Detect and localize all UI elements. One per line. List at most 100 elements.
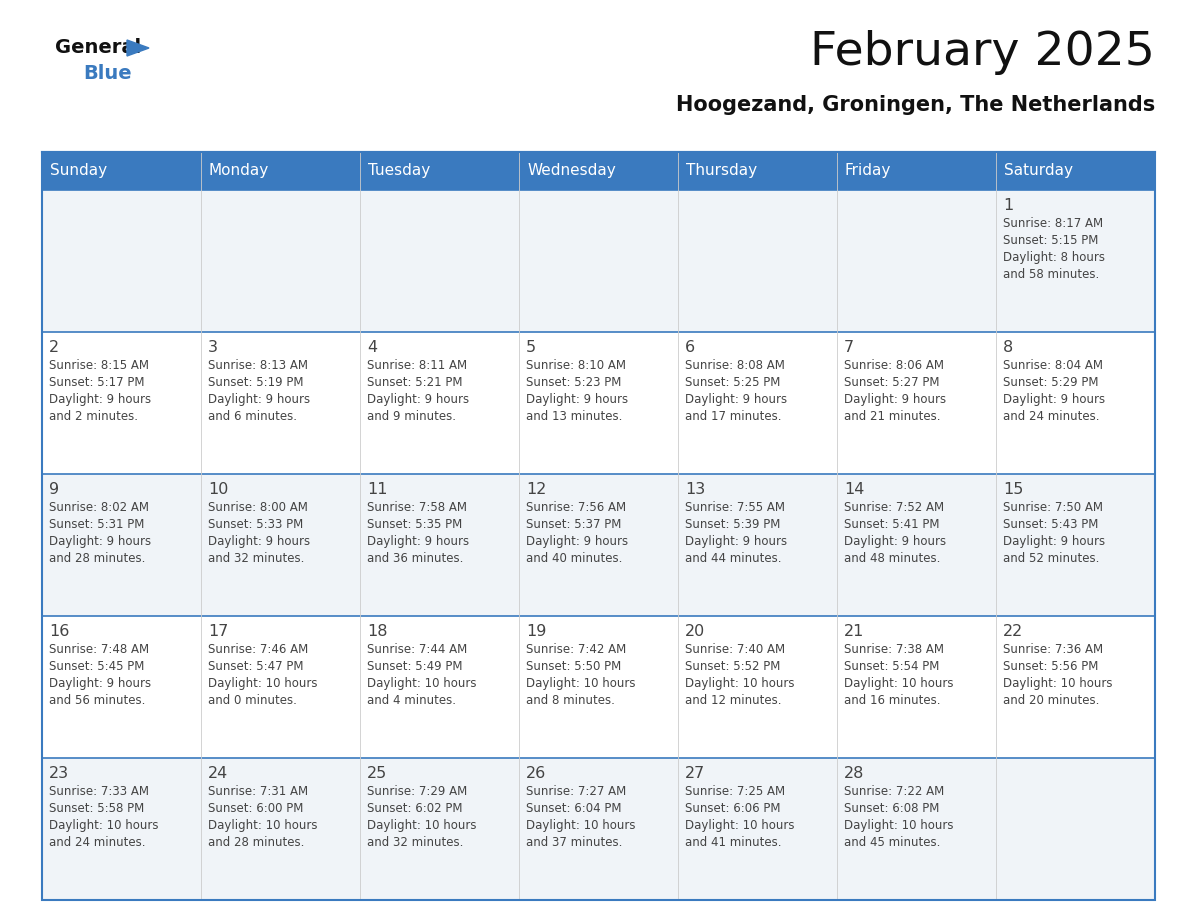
Bar: [42, 332, 201, 474]
Text: Blue: Blue: [83, 64, 132, 83]
Text: and 45 minutes.: and 45 minutes.: [843, 836, 941, 849]
Text: 12: 12: [526, 482, 546, 497]
Text: Sunset: 5:15 PM: Sunset: 5:15 PM: [1003, 234, 1099, 247]
Text: Daylight: 9 hours: Daylight: 9 hours: [208, 535, 310, 548]
Text: 11: 11: [367, 482, 387, 497]
Text: 27: 27: [685, 766, 706, 781]
Text: Daylight: 9 hours: Daylight: 9 hours: [526, 535, 628, 548]
Text: Daylight: 10 hours: Daylight: 10 hours: [1003, 677, 1112, 690]
Text: 2: 2: [49, 340, 59, 355]
Text: Daylight: 10 hours: Daylight: 10 hours: [843, 819, 954, 832]
Text: Daylight: 10 hours: Daylight: 10 hours: [208, 819, 317, 832]
Bar: [201, 758, 360, 900]
Text: Sunrise: 8:15 AM: Sunrise: 8:15 AM: [49, 359, 148, 372]
Text: Sunrise: 7:42 AM: Sunrise: 7:42 AM: [526, 643, 626, 656]
Text: Daylight: 10 hours: Daylight: 10 hours: [526, 819, 636, 832]
Text: 6: 6: [685, 340, 695, 355]
Bar: [678, 758, 838, 900]
Text: and 24 minutes.: and 24 minutes.: [49, 836, 145, 849]
Text: Sunrise: 7:27 AM: Sunrise: 7:27 AM: [526, 785, 626, 798]
Text: Sunset: 5:37 PM: Sunset: 5:37 PM: [526, 518, 621, 531]
Text: and 41 minutes.: and 41 minutes.: [685, 836, 782, 849]
Text: Sunrise: 7:25 AM: Sunrise: 7:25 AM: [685, 785, 785, 798]
Text: Sunset: 5:33 PM: Sunset: 5:33 PM: [208, 518, 303, 531]
Text: and 52 minutes.: and 52 minutes.: [1003, 552, 1099, 565]
Text: 8: 8: [1003, 340, 1013, 355]
Text: Sunset: 5:25 PM: Sunset: 5:25 PM: [685, 376, 781, 389]
Bar: [996, 332, 1155, 474]
Text: and 24 minutes.: and 24 minutes.: [1003, 410, 1100, 423]
Text: Sunrise: 7:46 AM: Sunrise: 7:46 AM: [208, 643, 308, 656]
Text: Daylight: 9 hours: Daylight: 9 hours: [685, 393, 788, 406]
Text: Sunrise: 7:40 AM: Sunrise: 7:40 AM: [685, 643, 785, 656]
Text: Sunrise: 7:36 AM: Sunrise: 7:36 AM: [1003, 643, 1104, 656]
Text: and 16 minutes.: and 16 minutes.: [843, 694, 941, 707]
Bar: [201, 190, 360, 332]
Text: Hoogezand, Groningen, The Netherlands: Hoogezand, Groningen, The Netherlands: [676, 95, 1155, 115]
Text: Daylight: 10 hours: Daylight: 10 hours: [526, 677, 636, 690]
Text: Sunrise: 7:48 AM: Sunrise: 7:48 AM: [49, 643, 150, 656]
Bar: [838, 332, 996, 474]
Text: Sunrise: 8:06 AM: Sunrise: 8:06 AM: [843, 359, 944, 372]
Text: Sunrise: 8:13 AM: Sunrise: 8:13 AM: [208, 359, 308, 372]
Text: and 28 minutes.: and 28 minutes.: [208, 836, 304, 849]
Bar: [360, 190, 519, 332]
Text: and 2 minutes.: and 2 minutes.: [49, 410, 138, 423]
Text: Daylight: 8 hours: Daylight: 8 hours: [1003, 251, 1105, 264]
Text: and 20 minutes.: and 20 minutes.: [1003, 694, 1099, 707]
Text: Sunset: 5:27 PM: Sunset: 5:27 PM: [843, 376, 940, 389]
Text: 3: 3: [208, 340, 219, 355]
Text: Wednesday: Wednesday: [527, 163, 615, 178]
Text: Sunrise: 7:44 AM: Sunrise: 7:44 AM: [367, 643, 467, 656]
Text: and 37 minutes.: and 37 minutes.: [526, 836, 623, 849]
Text: 21: 21: [843, 624, 865, 639]
Text: Sunday: Sunday: [50, 163, 107, 178]
Text: Sunset: 5:29 PM: Sunset: 5:29 PM: [1003, 376, 1099, 389]
Text: 4: 4: [367, 340, 377, 355]
Text: Sunrise: 7:58 AM: Sunrise: 7:58 AM: [367, 501, 467, 514]
Bar: [838, 758, 996, 900]
Text: Sunrise: 8:02 AM: Sunrise: 8:02 AM: [49, 501, 148, 514]
Bar: [201, 616, 360, 758]
Bar: [360, 758, 519, 900]
Text: Daylight: 9 hours: Daylight: 9 hours: [49, 677, 151, 690]
Text: and 8 minutes.: and 8 minutes.: [526, 694, 615, 707]
Bar: [519, 190, 678, 332]
Bar: [519, 332, 678, 474]
Text: and 56 minutes.: and 56 minutes.: [49, 694, 145, 707]
Text: 5: 5: [526, 340, 536, 355]
Bar: [360, 616, 519, 758]
Text: Sunrise: 8:08 AM: Sunrise: 8:08 AM: [685, 359, 785, 372]
Bar: [678, 152, 838, 190]
Text: 16: 16: [49, 624, 69, 639]
Text: Daylight: 9 hours: Daylight: 9 hours: [685, 535, 788, 548]
Text: Sunrise: 7:31 AM: Sunrise: 7:31 AM: [208, 785, 308, 798]
Bar: [519, 616, 678, 758]
Text: Daylight: 10 hours: Daylight: 10 hours: [208, 677, 317, 690]
Text: Daylight: 9 hours: Daylight: 9 hours: [208, 393, 310, 406]
Bar: [678, 190, 838, 332]
Text: February 2025: February 2025: [810, 30, 1155, 75]
Bar: [838, 152, 996, 190]
Text: and 32 minutes.: and 32 minutes.: [367, 836, 463, 849]
Text: Sunset: 6:02 PM: Sunset: 6:02 PM: [367, 802, 462, 815]
Text: Daylight: 9 hours: Daylight: 9 hours: [1003, 535, 1105, 548]
Text: 20: 20: [685, 624, 706, 639]
Text: Sunrise: 8:17 AM: Sunrise: 8:17 AM: [1003, 217, 1104, 230]
Text: 1: 1: [1003, 198, 1013, 213]
Bar: [996, 616, 1155, 758]
Text: Tuesday: Tuesday: [368, 163, 430, 178]
Text: 19: 19: [526, 624, 546, 639]
Text: and 48 minutes.: and 48 minutes.: [843, 552, 941, 565]
Text: 14: 14: [843, 482, 865, 497]
Text: Daylight: 10 hours: Daylight: 10 hours: [685, 819, 795, 832]
Text: Sunset: 5:52 PM: Sunset: 5:52 PM: [685, 660, 781, 673]
Text: and 0 minutes.: and 0 minutes.: [208, 694, 297, 707]
Text: Friday: Friday: [845, 163, 891, 178]
Text: Sunrise: 8:00 AM: Sunrise: 8:00 AM: [208, 501, 308, 514]
Text: Daylight: 10 hours: Daylight: 10 hours: [843, 677, 954, 690]
Bar: [996, 152, 1155, 190]
Text: 25: 25: [367, 766, 387, 781]
Text: Daylight: 10 hours: Daylight: 10 hours: [367, 819, 476, 832]
Text: and 21 minutes.: and 21 minutes.: [843, 410, 941, 423]
